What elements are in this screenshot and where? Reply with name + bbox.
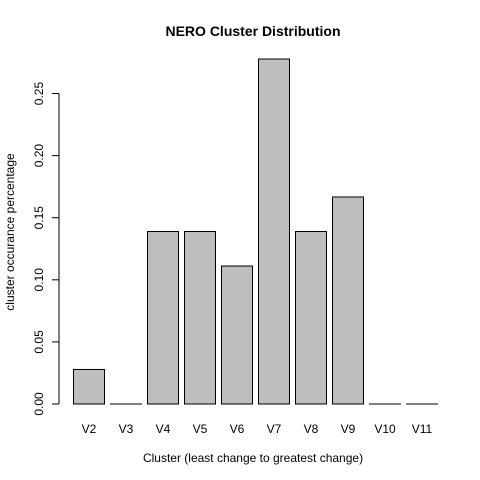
x-tick-label: V2 xyxy=(82,422,97,436)
bar-v7 xyxy=(258,58,290,405)
x-tick-labels: V2 V3 V4 V5 V6 V7 V8 V9 V10 V11 xyxy=(82,422,433,436)
bar-v5 xyxy=(184,231,216,405)
bar-v2 xyxy=(73,368,105,405)
bar-v9 xyxy=(332,196,364,405)
y-tick-label: 0.20 xyxy=(32,144,46,168)
x-tick-label: V8 xyxy=(304,422,319,436)
x-axis-label: Cluster (least change to greatest change… xyxy=(143,451,363,465)
x-tick-label: V4 xyxy=(156,422,171,436)
x-tick-label: V11 xyxy=(412,422,433,436)
y-axis: 0.00 0.05 0.10 0.15 0.20 0.25 xyxy=(32,82,60,416)
y-tick-label: 0.05 xyxy=(32,330,46,354)
y-tick-label: 0.25 xyxy=(32,82,46,106)
x-tick-label: V3 xyxy=(119,422,134,436)
y-axis-label: cluster occurance percentage xyxy=(3,153,17,311)
x-tick-label: V10 xyxy=(374,422,396,436)
x-tick-label: V9 xyxy=(341,422,356,436)
y-tick-label: 0.00 xyxy=(32,392,46,416)
bars-group xyxy=(73,58,438,405)
x-tick-label: V6 xyxy=(230,422,245,436)
y-tick-label: 0.10 xyxy=(32,268,46,292)
chart-title: NERO Cluster Distribution xyxy=(165,23,340,39)
bar-v8 xyxy=(295,231,327,405)
bar-v6 xyxy=(221,265,253,405)
bar-v4 xyxy=(147,231,179,405)
x-tick-label: V5 xyxy=(193,422,208,436)
x-tick-label: V7 xyxy=(267,422,282,436)
y-tick-label: 0.15 xyxy=(32,206,46,230)
